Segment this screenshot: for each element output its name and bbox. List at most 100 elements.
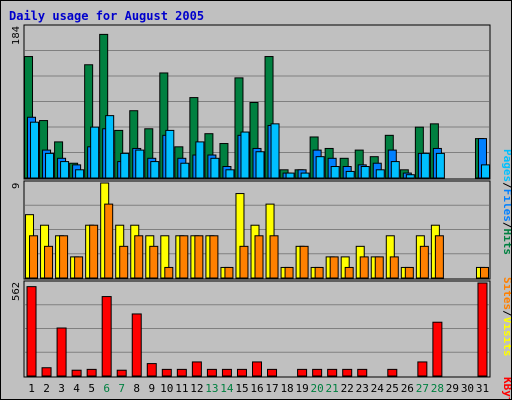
- legend-visits: Visits: [501, 317, 511, 357]
- bar-sites-day-2: [44, 245, 54, 279]
- bar-pages-day-26: [405, 174, 415, 179]
- bar-sites-day-16: [254, 235, 264, 279]
- bar-sites-day-21: [329, 256, 339, 279]
- bar-kbytes-day-4: [71, 369, 82, 377]
- bar-sites-day-31: [479, 266, 489, 279]
- legend-kbytes: KBytes: [501, 377, 511, 399]
- bar-pages-day-5: [90, 126, 100, 179]
- bar-kbytes-day-12: [191, 361, 202, 377]
- x-tick-label-day-15: 15: [235, 382, 248, 395]
- x-tick-label-day-12: 12: [190, 382, 203, 395]
- bar-sites-day-13: [209, 235, 219, 279]
- x-tick-label-day-28: 28: [431, 382, 444, 395]
- bar-kbytes-day-5: [86, 368, 97, 377]
- x-tick-label-day-13: 13: [205, 382, 218, 395]
- bar-kbytes-day-8: [131, 313, 142, 377]
- x-tick-label-day-1: 1: [28, 382, 35, 395]
- bar-sites-day-22: [344, 266, 354, 279]
- bar-pages-day-1: [30, 121, 40, 179]
- bar-pages-day-19: [300, 172, 310, 179]
- bar-sites-day-11: [179, 235, 189, 279]
- bar-pages-day-10: [165, 129, 175, 179]
- bar-kbytes-day-16: [252, 361, 262, 377]
- chart-title: Daily usage for August 2005: [9, 9, 205, 23]
- bar-sites-day-10: [164, 266, 174, 279]
- bar-sites-day-12: [194, 235, 204, 279]
- bar-sites-day-20: [314, 266, 324, 279]
- bar-pages-day-14: [225, 169, 235, 179]
- bar-kbytes-day-28: [432, 321, 443, 377]
- bar-pages-day-28: [435, 152, 445, 179]
- x-tick-label-day-17: 17: [265, 382, 278, 395]
- series-labels-panel3: KBytes: [501, 377, 511, 399]
- bar-kbytes-day-11: [176, 368, 187, 377]
- x-tick-label-day-9: 9: [148, 382, 155, 395]
- bar-sites-day-15: [239, 245, 249, 279]
- bar-sites-day-7: [119, 245, 129, 279]
- bar-sites-day-23: [359, 256, 369, 279]
- bar-sites-day-17: [269, 235, 279, 279]
- legend-sites: Sites: [501, 277, 511, 310]
- legend-pages: Pages: [501, 149, 511, 182]
- bar-kbytes-day-1: [26, 286, 37, 377]
- bar-pages-day-2: [45, 152, 55, 179]
- bar-pages-day-4: [75, 169, 85, 179]
- x-tick-label-day-18: 18: [280, 382, 293, 395]
- x-tick-label-day-6: 6: [103, 382, 110, 395]
- bar-sites-day-1: [29, 235, 39, 279]
- bar-sites-day-3: [59, 235, 69, 279]
- x-tick-label-day-31: 31: [476, 382, 489, 395]
- bar-pages-day-12: [195, 141, 205, 179]
- bar-kbytes-day-9: [146, 363, 157, 377]
- bar-kbytes-day-22: [342, 368, 353, 377]
- bar-sites-day-19: [299, 245, 309, 279]
- x-tick-label-day-5: 5: [88, 382, 95, 395]
- x-tick-label-day-24: 24: [371, 382, 385, 395]
- bar-sites-day-28: [434, 235, 444, 279]
- series-labels-panel2: Sites/Visits: [501, 277, 511, 357]
- bar-kbytes-day-25: [387, 368, 398, 377]
- bar-pages-day-16: [255, 151, 265, 179]
- bar-sites-day-27: [419, 245, 429, 279]
- x-tick-label-day-29: 29: [446, 382, 459, 395]
- bar-pages-day-3: [60, 161, 70, 179]
- bar-sites-day-6: [104, 203, 114, 279]
- panel3-max-label: 562: [11, 282, 22, 301]
- panel1-max-label: 184: [11, 26, 22, 45]
- x-tick-label-day-22: 22: [341, 382, 354, 395]
- bar-kbytes-day-31: [477, 282, 488, 377]
- bar-pages-day-18: [285, 172, 295, 179]
- x-tick-label-day-2: 2: [43, 382, 50, 395]
- x-tick-label-day-10: 10: [160, 382, 173, 395]
- bar-pages-day-21: [330, 166, 340, 179]
- bar-kbytes-day-20: [312, 368, 323, 377]
- bar-sites-day-14: [224, 266, 234, 279]
- bar-pages-day-13: [210, 157, 220, 179]
- bar-kbytes-day-21: [327, 368, 338, 377]
- bar-pages-day-11: [180, 162, 190, 179]
- bar-kbytes-day-23: [357, 368, 368, 377]
- bar-pages-day-7: [120, 152, 130, 179]
- bar-kbytes-day-13: [206, 368, 217, 377]
- bar-sites-day-8: [134, 235, 144, 279]
- bar-sites-day-4: [74, 256, 84, 279]
- bar-sites-day-18: [284, 266, 294, 279]
- bar-pages-day-9: [150, 161, 160, 179]
- legend-sep-1: /: [501, 182, 511, 189]
- x-tick-label-day-11: 11: [175, 382, 188, 395]
- bar-pages-day-24: [375, 169, 385, 179]
- bar-kbytes-day-2: [41, 367, 52, 377]
- x-tick-label-day-19: 19: [295, 382, 308, 395]
- x-tick-label-day-25: 25: [386, 382, 399, 395]
- bar-sites-day-9: [149, 245, 159, 279]
- bar-kbytes-day-3: [56, 327, 67, 377]
- x-tick-label-day-7: 7: [118, 382, 125, 395]
- bar-kbytes-day-15: [236, 368, 247, 377]
- legend-sep-3: /: [501, 310, 511, 317]
- x-tick-label-day-20: 20: [311, 382, 324, 395]
- bar-pages-day-17: [270, 123, 280, 179]
- x-tick-label-day-27: 27: [416, 382, 429, 395]
- bar-pages-day-22: [345, 170, 355, 179]
